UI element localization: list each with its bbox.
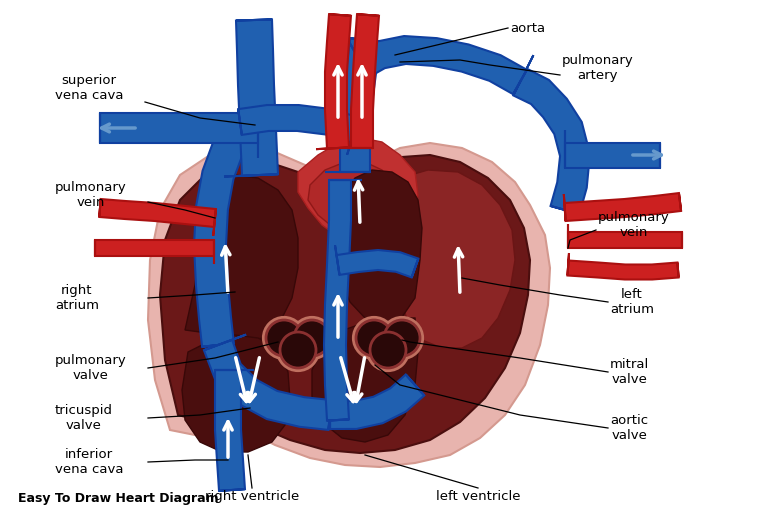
Polygon shape [308, 162, 396, 234]
Polygon shape [350, 38, 380, 42]
Polygon shape [148, 143, 550, 467]
Polygon shape [95, 240, 214, 256]
Polygon shape [357, 14, 379, 16]
Polygon shape [335, 245, 339, 275]
Polygon shape [236, 19, 278, 176]
Circle shape [356, 320, 392, 356]
Polygon shape [568, 253, 569, 275]
Text: inferior
vena cava: inferior vena cava [55, 448, 124, 476]
Text: right ventricle: right ventricle [205, 490, 299, 502]
Polygon shape [349, 40, 369, 77]
Polygon shape [204, 340, 332, 430]
Polygon shape [312, 318, 418, 442]
Text: mitral
valve: mitral valve [610, 358, 649, 386]
Polygon shape [185, 175, 298, 345]
Polygon shape [513, 70, 527, 94]
Circle shape [294, 320, 330, 356]
Polygon shape [551, 206, 579, 214]
Polygon shape [330, 375, 424, 429]
Text: tricuspid
valve: tricuspid valve [55, 404, 113, 432]
Polygon shape [238, 105, 359, 143]
Polygon shape [99, 199, 216, 227]
Polygon shape [568, 232, 682, 248]
Circle shape [266, 320, 302, 356]
Text: pulmonary
artery: pulmonary artery [562, 54, 634, 82]
Polygon shape [565, 143, 660, 168]
Polygon shape [340, 38, 380, 172]
Polygon shape [406, 375, 424, 396]
Text: pulmonary
valve: pulmonary valve [55, 354, 127, 382]
Polygon shape [325, 14, 351, 149]
Polygon shape [568, 261, 679, 280]
Circle shape [370, 332, 406, 368]
Polygon shape [329, 14, 351, 16]
Text: aortic
valve: aortic valve [610, 414, 648, 442]
Polygon shape [564, 194, 565, 221]
Text: pulmonary
vein: pulmonary vein [55, 181, 127, 209]
Text: aorta: aorta [510, 21, 545, 35]
Polygon shape [329, 400, 332, 430]
Text: Easy To Draw Heart Diagram: Easy To Draw Heart Diagram [18, 492, 219, 504]
Polygon shape [100, 113, 258, 143]
Polygon shape [412, 259, 419, 277]
Polygon shape [194, 115, 254, 347]
Polygon shape [356, 36, 527, 94]
Polygon shape [298, 138, 418, 242]
Polygon shape [224, 174, 278, 177]
Polygon shape [347, 118, 359, 155]
Polygon shape [336, 250, 419, 277]
Polygon shape [564, 193, 681, 221]
Circle shape [384, 320, 420, 356]
Polygon shape [204, 335, 246, 350]
Polygon shape [679, 193, 681, 211]
Polygon shape [316, 147, 349, 149]
Polygon shape [238, 109, 242, 135]
Polygon shape [395, 170, 515, 348]
Polygon shape [513, 55, 534, 96]
Polygon shape [202, 343, 234, 347]
Polygon shape [214, 209, 216, 236]
Text: left
atrium: left atrium [610, 288, 654, 316]
Polygon shape [335, 170, 422, 325]
Polygon shape [351, 14, 379, 148]
Polygon shape [327, 420, 349, 421]
Polygon shape [219, 489, 245, 491]
Polygon shape [182, 335, 290, 452]
Polygon shape [236, 19, 272, 20]
Text: pulmonary
vein: pulmonary vein [598, 211, 670, 239]
Polygon shape [99, 199, 101, 217]
Polygon shape [160, 155, 530, 453]
Text: left ventricle: left ventricle [435, 490, 520, 502]
Circle shape [280, 332, 316, 368]
Polygon shape [677, 263, 679, 277]
Polygon shape [513, 68, 590, 214]
Text: right
atrium: right atrium [55, 284, 99, 312]
Polygon shape [226, 115, 269, 135]
Polygon shape [324, 180, 351, 421]
Text: superior
vena cava: superior vena cava [55, 74, 124, 102]
Polygon shape [215, 370, 245, 491]
